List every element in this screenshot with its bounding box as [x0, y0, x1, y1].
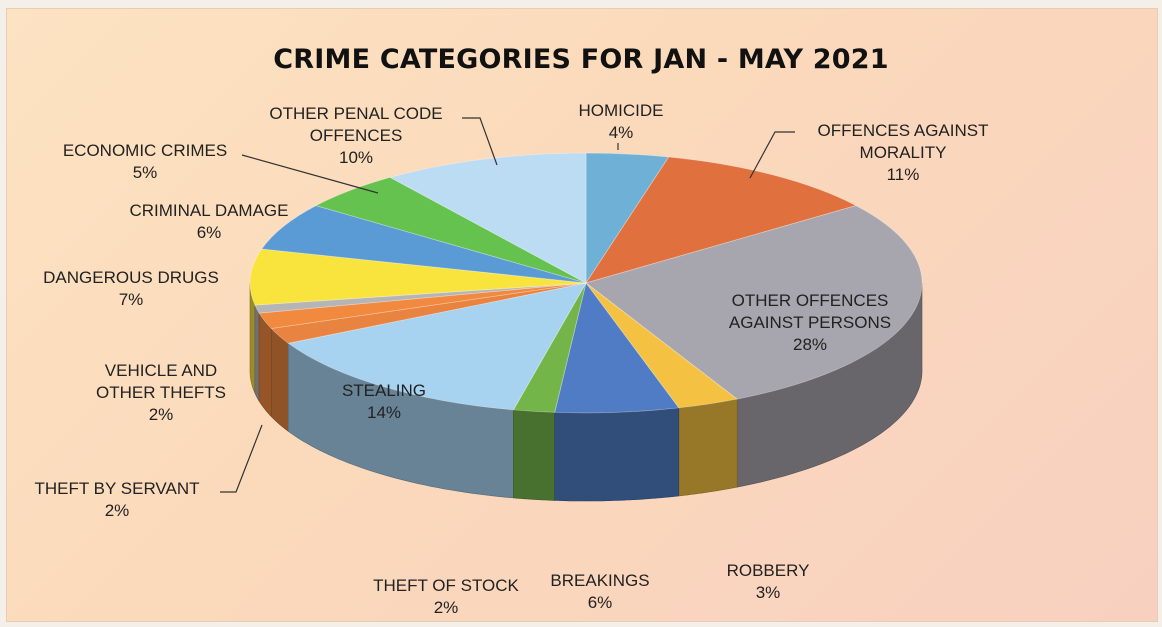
slice-label-other-offences-against-persons: OTHER OFFENCES AGAINST PERSONS 28% [728, 291, 892, 354]
slice-label-criminal-damage: CRIMINAL DAMAGE 6% [129, 201, 289, 242]
leader-line-economic [241, 154, 379, 194]
pie-side-breakings [554, 407, 680, 502]
slice-label-theft-by-servant: THEFT BY SERVANT 2% [34, 479, 200, 520]
pie-slice-criminal-damage [260, 205, 587, 284]
pie-side-stealing [288, 342, 514, 499]
pie-slice-breakings [554, 282, 680, 414]
slice-label-offences-against-morality: OFFENCES AGAINST MORALITY 11% [817, 121, 989, 184]
slice-label-other-penal-code-offences: OTHER PENAL CODE OFFENCES 10% [269, 104, 443, 167]
pie-slice-homicide [585, 152, 670, 285]
slice-label-vehicle-and-other-thefts: VEHICLE AND OTHER THEFTS 2% [95, 361, 227, 424]
pie-side-theft-of-stock [513, 409, 555, 501]
leader-line-penal [462, 117, 498, 166]
slice-label-breakings: BREAKINGS 6% [550, 571, 650, 612]
slice-label-economic-crimes: ECONOMIC CRIMES 5% [62, 141, 228, 182]
pie-slice-stealing [287, 282, 587, 411]
slice-label-stealing: STEALING 14% [341, 381, 427, 422]
pie-slice-vehicle-and-other-thefts [258, 282, 587, 329]
pie-slice-economic-crimes [314, 176, 587, 284]
pie-slice-other-penal-code-offences [389, 152, 587, 284]
pie-slice-offences-against-morality [585, 156, 858, 284]
slice-label-dangerous-drugs: DANGEROUS DRUGS 7% [43, 268, 219, 309]
pie-slice-other-offences-against-persons [585, 205, 923, 400]
pie-slice-theft-by-servant [270, 282, 587, 344]
pie-side-vehicle-and-other-thefts [258, 312, 272, 418]
pie-slice-other [254, 282, 587, 314]
pie-side-dangerous-drugs [249, 283, 256, 394]
pie-slice-robbery [585, 282, 739, 409]
slice-label-homicide: HOMICIDE 4% [578, 101, 664, 142]
slice-label-theft-of-stock: THEFT OF STOCK 2% [373, 576, 519, 617]
leader-line-servant [220, 424, 263, 493]
pie-slice-dangerous-drugs [249, 248, 587, 306]
pie-slice-theft-of-stock [512, 282, 587, 413]
slice-label-robbery: ROBBERY 3% [726, 561, 810, 602]
pie-side-theft-by-servant [271, 327, 289, 432]
chart-title: CRIME CATEGORIES FOR JAN - MAY 2021 [273, 44, 889, 75]
leader-line-morality [749, 131, 795, 179]
